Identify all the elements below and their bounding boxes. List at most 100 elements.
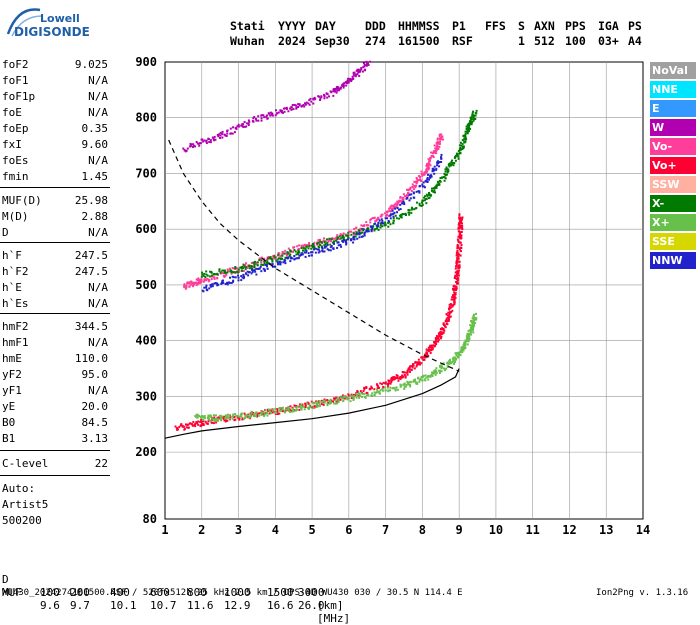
data-point [226, 271, 229, 274]
data-point [418, 361, 421, 364]
data-point [211, 136, 214, 139]
data-point [465, 337, 468, 340]
data-point [341, 84, 344, 87]
data-point [456, 282, 459, 285]
data-point [436, 183, 439, 186]
data-point [385, 213, 388, 216]
data-point [244, 415, 247, 418]
data-point [424, 379, 427, 382]
data-point [210, 278, 213, 281]
data-point [440, 156, 443, 159]
data-point [276, 258, 279, 261]
data-point [420, 204, 423, 207]
data-point [339, 233, 342, 236]
data-point [243, 412, 246, 415]
data-point [315, 247, 318, 250]
data-point [466, 127, 469, 130]
data-point [300, 405, 303, 408]
data-point [300, 408, 303, 411]
data-point [298, 104, 301, 107]
data-point [185, 285, 188, 288]
data-point [257, 119, 260, 122]
data-point [435, 147, 438, 150]
separator-line [0, 187, 110, 188]
data-point [223, 275, 226, 278]
data-point [421, 183, 424, 186]
data-point [452, 298, 455, 301]
data-point [413, 208, 416, 211]
data-point [313, 405, 316, 408]
data-point [332, 400, 335, 403]
param-name: B0 [2, 416, 16, 429]
data-point [358, 236, 361, 239]
data-point [433, 150, 436, 153]
data-point [370, 230, 373, 233]
data-point [194, 145, 197, 148]
data-point [305, 402, 308, 405]
data-point [433, 165, 436, 168]
param-value: N/A [88, 297, 108, 310]
data-point [361, 231, 364, 234]
data-point [346, 238, 349, 241]
data-point [192, 143, 195, 146]
data-point [366, 391, 369, 394]
data-point [407, 189, 410, 192]
data-point [326, 402, 329, 405]
data-point [390, 208, 393, 211]
data-point [399, 208, 402, 211]
legend-item-e: E [650, 100, 696, 117]
data-point [366, 230, 369, 233]
data-point [439, 140, 442, 143]
data-point [399, 195, 402, 198]
data-point [381, 225, 384, 228]
data-point [304, 103, 307, 106]
data-point [464, 342, 467, 345]
data-point [472, 331, 475, 334]
param-hf: h`F 247.5 [2, 249, 108, 263]
data-point [402, 383, 405, 386]
data-point [471, 317, 474, 320]
data-point [272, 408, 275, 411]
data-point [355, 232, 358, 235]
data-point [399, 377, 402, 380]
data-point [387, 220, 390, 223]
data-point [465, 335, 468, 338]
data-point [409, 365, 412, 368]
data-point [448, 361, 451, 364]
data-point [287, 405, 290, 408]
data-point [271, 260, 274, 263]
data-point [213, 416, 216, 419]
data-point [329, 400, 332, 403]
data-point [287, 409, 290, 412]
data-point [397, 200, 400, 203]
data-point [369, 225, 372, 228]
data-point [298, 251, 301, 254]
data-point [265, 115, 268, 118]
data-point [253, 415, 256, 418]
data-point [221, 136, 224, 139]
data-point [357, 69, 360, 72]
data-point [357, 68, 360, 71]
data-point [431, 375, 434, 378]
data-point [297, 106, 300, 109]
data-point [435, 168, 438, 171]
data-point [428, 193, 431, 196]
data-point [334, 90, 337, 93]
data-point [241, 417, 244, 420]
logo-swoosh-icon [6, 8, 43, 37]
data-point [281, 254, 284, 257]
data-point [450, 159, 453, 162]
data-point [266, 414, 269, 417]
data-point [377, 228, 380, 231]
data-point [460, 231, 463, 234]
data-point [262, 411, 265, 414]
data-point [438, 183, 441, 186]
data-point [446, 362, 449, 365]
data-point [183, 427, 186, 430]
data-point [252, 261, 255, 264]
data-point [355, 226, 358, 229]
muf-value: 26.0 [298, 599, 325, 612]
data-point [469, 327, 472, 330]
data-point [428, 167, 431, 170]
data-point [405, 188, 408, 191]
